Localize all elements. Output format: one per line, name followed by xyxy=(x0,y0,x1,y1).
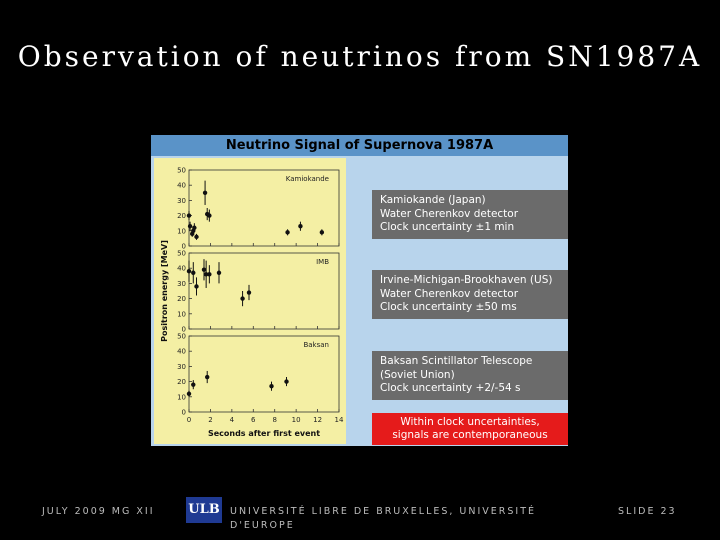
y-tick-label: 30 xyxy=(177,280,186,288)
panel-frame xyxy=(188,335,340,413)
data-point xyxy=(319,230,325,235)
data-point xyxy=(203,272,209,277)
slide-title: Observation of neutrinos from SN1987A xyxy=(17,40,703,73)
y-tick-label: 0 xyxy=(182,243,186,251)
y-tick-label: 30 xyxy=(177,363,186,371)
data-point xyxy=(186,213,192,218)
neutrino-figure: Neutrino Signal of Supernova 1987A 0 10 20… xyxy=(151,135,568,446)
panel-label: Kamiokande xyxy=(286,175,329,183)
y-tick-label: 50 xyxy=(177,167,186,175)
data-point xyxy=(216,270,222,275)
data-point xyxy=(201,267,207,272)
callout-imb: Irvine-Michigan-Brookhaven (US) Water Ch… xyxy=(372,270,568,319)
x-axis-label: Seconds after first event xyxy=(208,429,320,438)
callout-line: Water Cherenkov detector xyxy=(380,287,519,300)
callout-baksan: Baksan Scintillator Telescope (Soviet Un… xyxy=(372,351,568,400)
x-tick-label: 6 xyxy=(251,416,256,424)
y-tick-label: 40 xyxy=(177,348,186,356)
y-axis-label: Positron energy [MeV] xyxy=(160,240,169,342)
slide-number: SLIDE 23 xyxy=(618,506,677,517)
x-tick-label: 10 xyxy=(292,416,301,424)
conclusion-line: signals are contemporaneous xyxy=(392,429,548,441)
data-point xyxy=(186,269,192,274)
callout-line: Clock uncertainty ±1 min xyxy=(380,221,515,233)
callout-line: (Soviet Union) xyxy=(380,368,455,381)
panel-frame xyxy=(188,252,340,330)
x-tick-label: 14 xyxy=(335,416,344,424)
data-point xyxy=(285,230,290,235)
data-point xyxy=(269,383,274,389)
data-point xyxy=(191,382,196,387)
data-point xyxy=(205,374,210,380)
neutrino-scatter-chart: 01020304050Kamiokande01020304050IMB01020… xyxy=(160,167,344,439)
y-tick-label: 0 xyxy=(182,409,186,417)
data-point xyxy=(284,379,289,384)
data-point xyxy=(194,284,199,289)
panel-label: Baksan xyxy=(303,341,329,349)
data-point xyxy=(246,290,252,295)
data-point xyxy=(207,213,212,218)
panel-frame xyxy=(188,169,340,247)
footer-institution: UNIVERSITÉ LIBRE DE BRUXELLES, UNIVERSIT… xyxy=(230,506,537,531)
data-point xyxy=(186,391,192,396)
y-tick-label: 20 xyxy=(177,212,186,220)
data-point xyxy=(202,190,208,195)
panel-label: IMB xyxy=(316,258,329,266)
callout-line: Kamiokande (Japan) xyxy=(380,194,486,206)
x-tick-label: 2 xyxy=(208,416,212,424)
y-tick-label: 10 xyxy=(177,310,186,318)
data-point xyxy=(298,224,303,229)
callout-line: Clock uncertainty ±50 ms xyxy=(380,301,517,313)
data-point xyxy=(207,272,212,277)
footer-date: JULY 2009 MG XII xyxy=(42,506,155,517)
plot-panel xyxy=(154,158,346,444)
y-tick-label: 10 xyxy=(177,227,186,235)
callout-line: Irvine-Michigan-Brookhaven (US) xyxy=(380,274,553,286)
conclusion-line: Within clock uncertainties, xyxy=(400,416,540,428)
y-tick-label: 0 xyxy=(182,326,186,334)
y-tick-label: 30 xyxy=(177,197,186,205)
data-point xyxy=(192,225,197,230)
y-tick-label: 20 xyxy=(177,295,186,303)
callout-line: Clock uncertainty +2/-54 s xyxy=(380,382,521,394)
y-tick-label: 40 xyxy=(177,265,186,273)
data-point xyxy=(191,270,196,275)
x-tick-label: 8 xyxy=(272,416,276,424)
data-point xyxy=(187,224,193,229)
figure-header: Neutrino Signal of Supernova 1987A xyxy=(151,135,568,156)
ulb-logo: ULB xyxy=(186,497,222,523)
x-tick-label: 12 xyxy=(313,416,322,424)
x-tick-label: 4 xyxy=(230,416,235,424)
callout-line: Baksan Scintillator Telescope xyxy=(380,355,533,367)
y-tick-label: 50 xyxy=(177,333,186,341)
x-tick-label: 0 xyxy=(187,416,191,424)
y-tick-label: 40 xyxy=(177,182,186,190)
conclusion-banner: Within clock uncertainties, signals are … xyxy=(372,413,568,445)
y-tick-label: 50 xyxy=(177,250,186,258)
data-point xyxy=(194,234,199,240)
callout-line: Water Cherenkov detector xyxy=(380,207,519,220)
callout-kamiokande: Kamiokande (Japan) Water Cherenkov detec… xyxy=(372,190,568,239)
y-tick-label: 10 xyxy=(177,393,186,401)
data-point xyxy=(240,296,245,301)
y-tick-label: 20 xyxy=(177,378,186,386)
